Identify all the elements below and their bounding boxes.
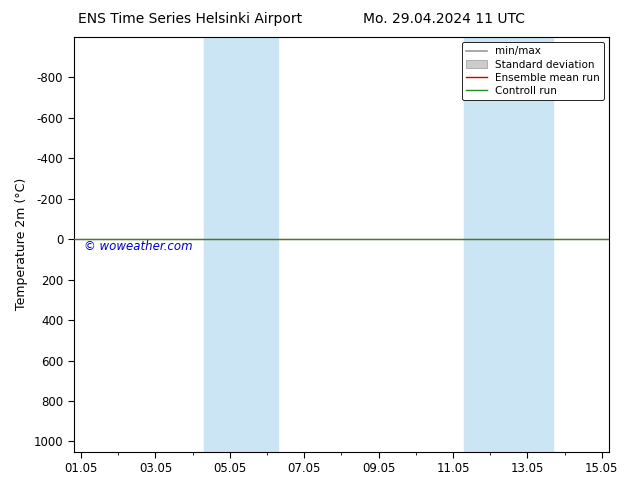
Bar <box>464 37 553 452</box>
Bar <box>204 37 278 452</box>
Text: © woweather.com: © woweather.com <box>84 240 193 253</box>
Legend: min/max, Standard deviation, Ensemble mean run, Controll run: min/max, Standard deviation, Ensemble me… <box>462 42 604 100</box>
Text: ENS Time Series Helsinki Airport: ENS Time Series Helsinki Airport <box>78 12 302 26</box>
Y-axis label: Temperature 2m (°C): Temperature 2m (°C) <box>15 178 28 311</box>
Text: Mo. 29.04.2024 11 UTC: Mo. 29.04.2024 11 UTC <box>363 12 525 26</box>
